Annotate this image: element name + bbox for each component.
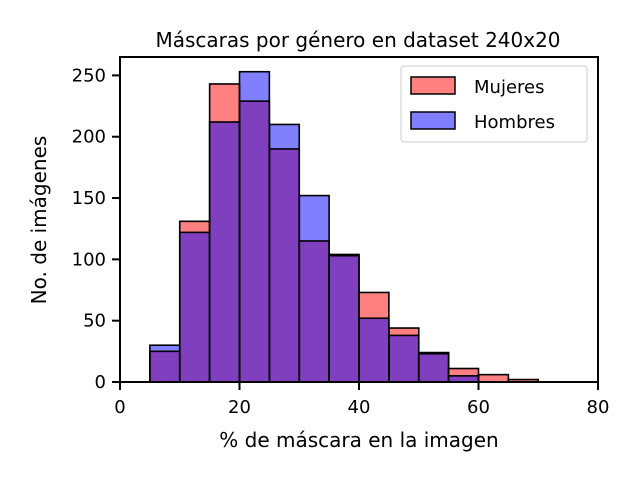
x-tick-label-80: 80 <box>587 397 610 418</box>
y-axis-label: No. de imágenes <box>27 136 51 305</box>
y-tick-label-100: 100 <box>72 249 106 270</box>
y-tick-label-50: 50 <box>83 311 106 332</box>
bar-overlap-4 <box>269 148 300 382</box>
bar-overlap-3 <box>239 101 270 382</box>
x-tick-label-20: 20 <box>228 397 251 418</box>
legend-label-hombres: Hombres <box>474 112 555 133</box>
y-tick-label-250: 250 <box>72 65 106 86</box>
y-tick-label-0: 0 <box>95 372 106 393</box>
bar-overlap-8 <box>388 335 419 382</box>
y-tick-label-200: 200 <box>72 127 106 148</box>
bar-overlap-5 <box>299 240 330 382</box>
x-tick-label-0: 0 <box>114 397 125 418</box>
bar-mujeres-12 <box>508 379 539 382</box>
bar-overlap-10 <box>448 375 479 382</box>
chart-title: Máscaras por género en dataset 240x20 <box>155 28 560 52</box>
legend: Mujeres Hombres <box>400 65 588 143</box>
x-axis-ticks: 0 20 40 60 80 <box>114 382 609 418</box>
bars-layer <box>149 70 540 383</box>
legend-swatch-mujeres <box>410 76 456 95</box>
bar-overlap-9 <box>418 353 449 382</box>
bar-overlap-2 <box>209 122 240 382</box>
x-axis-label: % de máscara en la imagen <box>219 428 498 452</box>
y-axis-ticks: 0 50 100 150 200 250 <box>72 65 120 393</box>
bar-overlap-6 <box>329 255 359 382</box>
bar-overlap-1 <box>179 232 210 382</box>
bar-overlap-0 <box>149 351 180 382</box>
legend-label-mujeres: Mujeres <box>474 77 544 98</box>
bar-mujeres-11 <box>478 374 509 382</box>
y-tick-label-150: 150 <box>72 188 106 209</box>
bar-overlap-7 <box>359 318 389 382</box>
x-tick-label-60: 60 <box>467 397 490 418</box>
legend-swatch-hombres <box>410 111 456 130</box>
x-tick-label-40: 40 <box>348 397 371 418</box>
